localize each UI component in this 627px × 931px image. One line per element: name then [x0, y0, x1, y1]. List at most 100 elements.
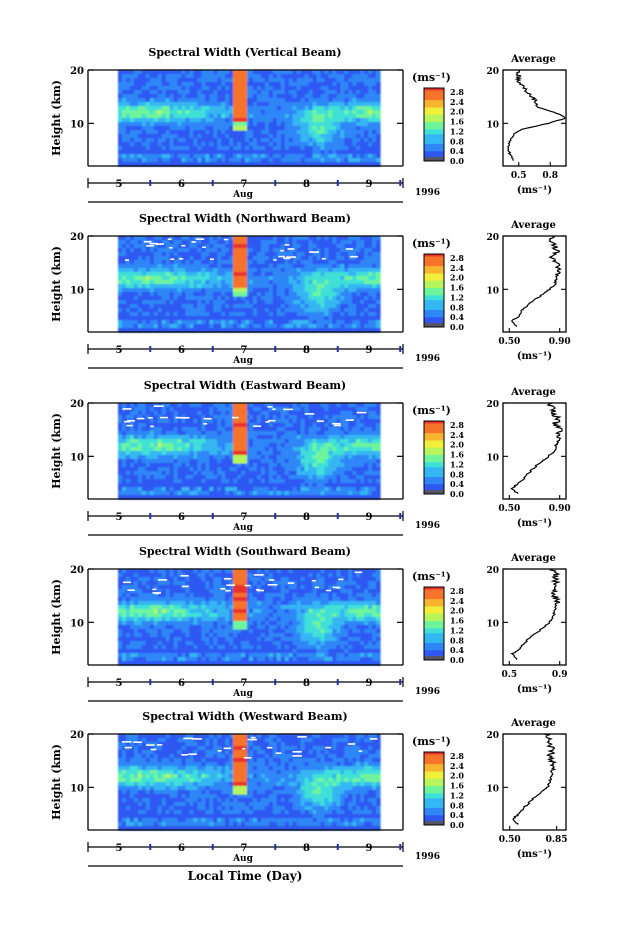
y-tick-label: 10: [70, 783, 84, 794]
month-label: Aug: [232, 523, 254, 533]
colorbar-tick-label: 2.0: [450, 107, 464, 117]
colorbar-tick-label: 2.4: [450, 430, 464, 440]
heatmap: [118, 236, 381, 333]
year-label: 1996: [415, 188, 440, 198]
y-tick-label: 20: [70, 66, 84, 77]
colorbar: (ms⁻¹) 2.82.42.01.61.20.80.40.0: [412, 570, 464, 665]
colorbar-unit: (ms⁻¹): [412, 735, 451, 748]
x-tick-label: 6: [178, 345, 185, 356]
colorbar: (ms⁻¹) 2.82.42.01.61.20.80.40.0: [412, 404, 464, 499]
colorbar-unit: (ms⁻¹): [412, 71, 451, 84]
x-tick-label: 8: [303, 843, 310, 854]
colorbar-tick-label: 2.0: [450, 771, 464, 781]
average-line: [507, 69, 566, 161]
colorbar-tick-label: 0.8: [450, 635, 464, 645]
x-tick-label: 7: [241, 179, 248, 190]
average-x-tick-label: 0.9: [552, 670, 568, 680]
colorbar-tick-label: 2.4: [450, 761, 464, 771]
missing-data-gaps: [123, 571, 363, 595]
colorbar-tick-label: 2.8: [450, 253, 464, 263]
panel-4: Spectral Width (Southward Beam) 20 10 Heigh…: [50, 545, 568, 702]
panel-3: Spectral Width (Eastward Beam) 20 10 Height…: [50, 379, 571, 536]
colorbar-unit: (ms⁻¹): [412, 404, 451, 417]
colorbar-tick-label: 1.2: [450, 625, 464, 635]
average-profile: Average 20 10 0.5 0.8 (ms⁻¹): [486, 54, 567, 196]
panel-2: Spectral Width (Northward Beam) 20 10 Heigh…: [50, 212, 571, 369]
month-label: Aug: [232, 689, 254, 699]
date-axis: 5 6 7 8 9 Aug 1996: [87, 344, 440, 369]
average-x-tick-label: 0.50: [499, 835, 521, 845]
x-tick-label: 6: [178, 179, 185, 190]
x-tick-label: 5: [116, 843, 123, 854]
missing-data-gaps: [122, 405, 367, 428]
average-title: Average: [510, 387, 556, 398]
x-tick-label: 8: [303, 678, 310, 689]
average-profile: Average 20 10 0.50 0.90 (ms⁻¹): [486, 387, 570, 529]
colorbar: (ms⁻¹) 2.82.42.01.61.20.80.40.0: [412, 71, 464, 166]
colorbar-tick-label: 0.4: [450, 479, 464, 489]
colorbar-tick-label: 2.4: [450, 596, 464, 606]
heatmap-axes: 20 10 Height (km): [50, 66, 404, 167]
average-title: Average: [510, 54, 556, 65]
colorbar-tick-label: 1.2: [450, 292, 464, 302]
date-axis: 5 6 7 8 9 Aug 1996: [87, 842, 440, 867]
colorbar: (ms⁻¹) 2.82.42.01.61.20.80.40.0: [412, 237, 464, 332]
average-y-tick-label: 10: [486, 286, 499, 296]
year-label: 1996: [415, 852, 440, 862]
average-x-unit: (ms⁻¹): [517, 185, 552, 196]
colorbar-tick-label: 2.4: [450, 263, 464, 273]
average-x-unit: (ms⁻¹): [517, 351, 552, 362]
heatmap: [118, 403, 381, 500]
heatmap: [118, 70, 381, 167]
heatmap-axes: 20 10 Height (km): [50, 730, 404, 831]
month-label: Aug: [232, 356, 254, 366]
colorbar-tick-label: 1.6: [450, 450, 464, 460]
panel-5: Spectral Width (Westward Beam) 20 10 Height…: [50, 710, 568, 867]
date-axis: 5 6 7 8 9 Aug 1996: [87, 178, 440, 203]
colorbar-tick-label: 2.0: [450, 606, 464, 616]
x-tick-label: 9: [366, 843, 373, 854]
average-x-unit: (ms⁻¹): [517, 684, 552, 695]
average-y-tick-label: 20: [486, 731, 499, 741]
average-title: Average: [510, 553, 556, 564]
average-profile: Average 20 10 0.50 0.90 (ms⁻¹): [486, 220, 570, 362]
colorbar-tick-label: 1.2: [450, 459, 464, 469]
x-tick-label: 9: [366, 345, 373, 356]
x-tick-label: 5: [116, 345, 123, 356]
missing-data-gaps: [125, 238, 358, 261]
colorbar-tick-label: 1.6: [450, 283, 464, 293]
y-tick-label: 20: [70, 730, 84, 741]
panel-title: Spectral Width (Eastward Beam): [144, 379, 346, 392]
average-line: [510, 568, 561, 660]
colorbar: (ms⁻¹) 2.82.42.01.61.20.80.40.0: [412, 735, 464, 830]
colorbar-tick-label: 2.8: [450, 586, 464, 596]
average-title: Average: [510, 220, 556, 231]
date-axis: 5 6 7 8 9 Aug 1996: [87, 677, 440, 702]
colorbar-tick-label: 0.0: [450, 322, 464, 332]
x-tick-label: 5: [116, 512, 123, 523]
x-tick-label: 9: [366, 512, 373, 523]
colorbar-tick-label: 0.0: [450, 820, 464, 830]
average-x-tick-label: 0.8: [542, 171, 558, 181]
x-tick-label: 5: [116, 678, 123, 689]
colorbar-tick-label: 1.6: [450, 781, 464, 791]
colorbar-tick-label: 0.8: [450, 469, 464, 479]
colorbar-tick-label: 0.4: [450, 645, 464, 655]
colorbar-unit: (ms⁻¹): [412, 570, 451, 583]
average-y-tick-label: 10: [486, 619, 499, 629]
missing-data-gaps: [122, 736, 378, 759]
panel-title: Spectral Width (Northward Beam): [139, 212, 351, 225]
x-axis-label: Local Time (Day): [188, 869, 303, 883]
x-tick-label: 7: [241, 678, 248, 689]
average-x-tick-label: 0.5: [511, 171, 527, 181]
x-tick-label: 6: [178, 678, 185, 689]
colorbar-tick-label: 0.8: [450, 302, 464, 312]
x-tick-label: 9: [366, 678, 373, 689]
colorbar-tick-label: 2.8: [450, 87, 464, 97]
colorbar-tick-label: 0.0: [450, 655, 464, 665]
panel-title: Spectral Width (Vertical Beam): [148, 46, 341, 59]
y-tick-label: 10: [70, 452, 84, 463]
average-y-tick-label: 10: [486, 453, 499, 463]
colorbar-tick-label: 0.4: [450, 810, 464, 820]
